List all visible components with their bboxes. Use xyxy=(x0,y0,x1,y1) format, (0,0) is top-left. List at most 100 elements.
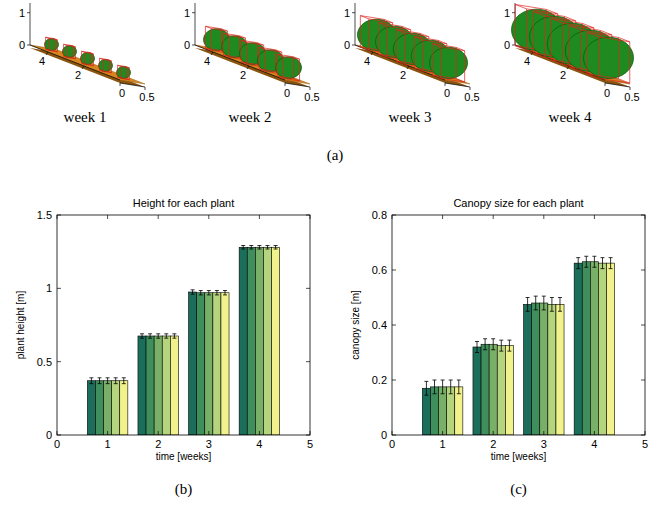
z-tick-label: 0 xyxy=(184,39,190,51)
error-bar xyxy=(449,380,453,394)
error-bar xyxy=(600,258,604,269)
z-tick xyxy=(27,45,30,46)
bar xyxy=(247,247,255,435)
error-bar xyxy=(140,334,144,338)
error-bar xyxy=(172,334,176,338)
bar xyxy=(497,346,505,435)
bar xyxy=(607,263,615,435)
plant xyxy=(81,53,95,65)
error-bar xyxy=(199,291,203,295)
x-tick xyxy=(531,52,533,55)
y-tick xyxy=(310,87,311,90)
x-axis xyxy=(30,45,120,80)
x-tick xyxy=(211,52,213,55)
error-bar xyxy=(609,258,613,269)
bar-chart: 01234500.20.40.60.8Canopy size for each … xyxy=(350,197,648,498)
error-bar xyxy=(249,246,253,250)
x-tick-label: 4 xyxy=(591,438,597,450)
bar xyxy=(87,381,95,435)
z-tick-label: 0 xyxy=(344,39,350,51)
error-bar xyxy=(483,339,487,350)
error-bar xyxy=(475,342,479,353)
bounding-box xyxy=(118,65,130,80)
bar xyxy=(120,381,128,435)
bar xyxy=(205,293,213,435)
y-tick-label: 0.5 xyxy=(304,91,319,103)
x-tick-label: 4 xyxy=(524,55,530,67)
y-tick xyxy=(605,83,606,86)
x-tick xyxy=(493,215,494,435)
y-tick-label: 0.5 xyxy=(37,356,52,368)
error-bar xyxy=(265,246,269,250)
x-tick xyxy=(310,215,311,435)
x-tick xyxy=(567,66,569,69)
bar xyxy=(104,381,112,435)
panel-3d: 2400.501week 2 xyxy=(184,3,320,125)
panel-label: (b) xyxy=(175,481,193,498)
z-tick xyxy=(27,12,30,13)
bar xyxy=(239,247,247,435)
bar xyxy=(255,247,263,435)
bar xyxy=(598,263,606,435)
y-tick xyxy=(630,87,631,90)
error-bar xyxy=(576,258,580,269)
bounding-box xyxy=(100,58,112,73)
error-bar xyxy=(499,340,503,351)
y-tick xyxy=(285,83,286,86)
error-bar xyxy=(114,378,118,384)
x-tick-label: 2 xyxy=(75,69,81,81)
bar xyxy=(540,303,548,435)
bar xyxy=(189,292,197,435)
panel-3d: 2400.501week 3 xyxy=(344,3,480,125)
y-tick-label: 0 xyxy=(46,429,52,441)
y-tick-label: 0.4 xyxy=(372,319,387,331)
panel-label: (c) xyxy=(510,481,527,498)
z-tick-label: 1 xyxy=(184,7,190,19)
x-tick-label: 2 xyxy=(560,69,566,81)
error-bar xyxy=(122,378,126,384)
bar xyxy=(162,336,170,435)
x-tick-label: 0 xyxy=(389,438,395,450)
error-bar xyxy=(223,291,227,295)
y-tick xyxy=(57,435,310,436)
x-tick xyxy=(442,215,443,435)
bar xyxy=(197,293,205,435)
z-axis xyxy=(355,3,356,45)
bar xyxy=(524,304,532,435)
bar xyxy=(263,247,271,435)
error-bar xyxy=(433,380,437,394)
board xyxy=(30,45,145,84)
x-tick-label: 4 xyxy=(256,438,262,450)
x-tick-label: 0 xyxy=(54,438,60,450)
y-tick-label: 0 xyxy=(604,87,610,99)
z-axis xyxy=(30,3,31,45)
x-tick xyxy=(158,215,159,435)
error-bar xyxy=(491,339,495,350)
panel-caption: week 3 xyxy=(389,109,432,125)
error-bar xyxy=(89,378,93,384)
x-axis-title: time [weeks] xyxy=(156,451,212,462)
y-tick-label: 0 xyxy=(284,87,290,99)
error-bar xyxy=(424,381,428,395)
y-tick-label: 0.2 xyxy=(372,374,387,386)
x-tick xyxy=(46,52,48,55)
y-tick-label: 0 xyxy=(119,87,125,99)
bar xyxy=(582,262,590,435)
x-axis-title: time [weeks] xyxy=(491,451,547,462)
x-tick xyxy=(594,215,595,435)
bounding-box xyxy=(82,51,94,66)
z-tick-label: 0 xyxy=(19,39,25,51)
x-tick-label: 1 xyxy=(105,438,111,450)
y-tick-label: 1 xyxy=(46,282,52,294)
y-tick xyxy=(57,288,310,289)
x-tick-label: 2 xyxy=(400,69,406,81)
bar xyxy=(532,303,540,435)
x-tick xyxy=(57,215,58,435)
panel-caption: week 2 xyxy=(229,109,272,125)
chart-title: Height for each plant xyxy=(133,197,235,209)
error-bar xyxy=(592,256,596,267)
x-tick-label: 3 xyxy=(541,438,547,450)
x-tick xyxy=(82,66,84,69)
bar xyxy=(213,293,221,435)
error-bar xyxy=(507,340,511,351)
